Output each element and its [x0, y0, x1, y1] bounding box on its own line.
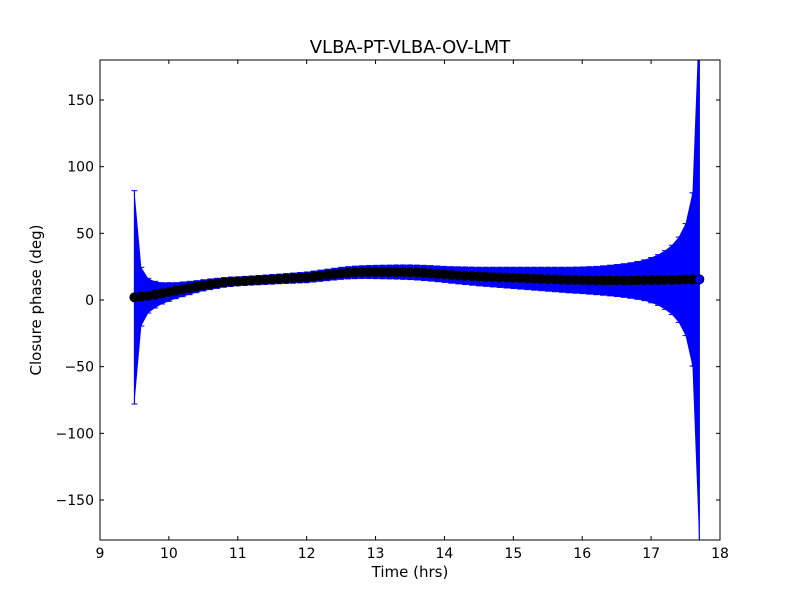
- y-tick-label: 150: [67, 93, 94, 109]
- data-point: [694, 274, 705, 285]
- y-tick-label: 100: [67, 160, 94, 176]
- axis-ticks: 9 10 11 12 13 14 15 16 17 18 −150 −100 −50 0 50 100 150: [56, 60, 729, 562]
- y-tick-label: −50: [64, 360, 94, 376]
- chart-title: VLBA-PT-VLBA-OV-LMT: [310, 37, 512, 58]
- x-axis-label: Time (hrs): [371, 563, 449, 581]
- x-tick-label: 13: [367, 546, 385, 562]
- x-tick-label: 9: [96, 546, 105, 562]
- x-tick-label: 18: [711, 546, 729, 562]
- y-tick-label: −100: [56, 426, 94, 442]
- plot-area: [129, 60, 705, 540]
- x-tick-label: 12: [298, 546, 316, 562]
- x-tick-label: 11: [229, 546, 247, 562]
- plot-frame: [99, 59, 721, 541]
- y-tick-label: 0: [85, 293, 94, 309]
- y-axis-label: Closure phase (deg): [27, 225, 45, 376]
- y-tick-label: 50: [76, 226, 94, 242]
- x-tick-label: 15: [504, 546, 522, 562]
- x-tick-label: 14: [436, 546, 454, 562]
- x-tick-label: 10: [160, 546, 178, 562]
- x-tick-label: 17: [642, 546, 660, 562]
- x-tick-label: 16: [573, 546, 591, 562]
- y-tick-label: −150: [56, 493, 94, 509]
